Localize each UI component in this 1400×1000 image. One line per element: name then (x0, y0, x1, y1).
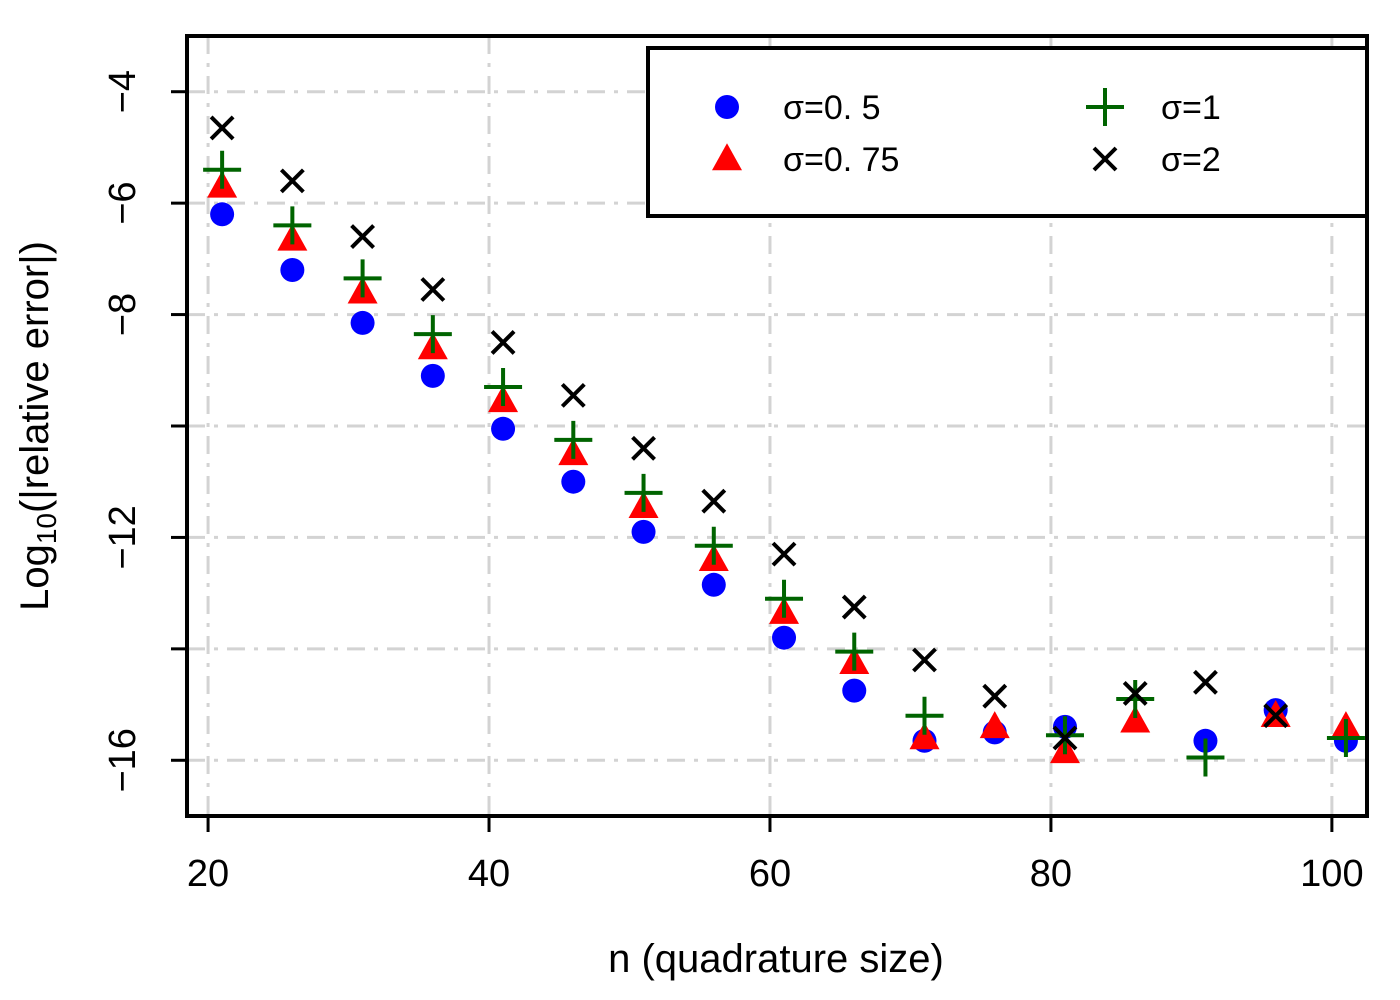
point-series-4-71 (912, 647, 937, 673)
y-tick-label--12: −12 (102, 505, 144, 569)
series-3 (203, 150, 1365, 777)
legend-box (646, 46, 1369, 218)
x-axis-title: n (quadrature size) (608, 937, 944, 981)
x-tick-label-20: 20 (187, 853, 229, 895)
x-tick-label-100: 100 (1300, 853, 1363, 895)
legend-label-2: σ=0. 75 (783, 141, 899, 179)
point-series-1-21 (210, 202, 235, 227)
x-tick-label-80: 80 (1030, 853, 1072, 895)
data-points (203, 115, 1365, 777)
point-series-2-86 (1120, 705, 1151, 733)
series-1 (210, 202, 1358, 753)
point-series-1-56 (701, 572, 726, 597)
point-series-1-61 (772, 625, 797, 650)
point-series-4-91 (1193, 669, 1218, 695)
y-tick-label--4: −4 (102, 70, 144, 113)
point-series-4-81 (1052, 725, 1078, 751)
legend-item-2: σ=0. 75 (712, 141, 899, 179)
legend-item-1: σ=0. 5 (715, 89, 881, 127)
point-series-3-46 (554, 420, 593, 459)
point-series-4-21 (209, 115, 235, 141)
point-series-3-51 (624, 473, 663, 512)
point-series-2-71 (909, 722, 940, 750)
point-series-4-86 (1122, 681, 1148, 706)
point-series-4-41 (490, 330, 516, 355)
point-series-1-36 (420, 363, 445, 388)
legend-marker-1 (715, 95, 739, 119)
series-2 (207, 170, 1361, 764)
point-series-3-91 (1186, 738, 1225, 777)
point-series-3-21 (203, 150, 242, 189)
point-series-2-76 (979, 711, 1010, 739)
legend-marker-3 (1086, 88, 1124, 126)
series-4 (209, 115, 1289, 751)
point-series-3-71 (905, 696, 944, 735)
point-series-1-41 (491, 416, 516, 441)
y-axis-title: Log10(|relative error|) (13, 241, 62, 611)
point-series-3-56 (694, 526, 733, 565)
point-series-3-31 (343, 259, 382, 298)
point-series-4-51 (631, 435, 656, 461)
legend-item-3: σ=1 (1086, 88, 1221, 127)
point-series-3-41 (484, 368, 523, 406)
legend-items: σ=0. 5 σ=0. 75 σ=1 σ=2 (712, 88, 1221, 179)
y-tick-label--16: −16 (102, 728, 144, 792)
point-series-3-26 (273, 206, 312, 245)
point-series-3-36 (413, 315, 452, 354)
y-tick-label--6: −6 (102, 181, 144, 224)
point-series-4-46 (560, 382, 586, 408)
point-series-4-96 (1263, 703, 1289, 729)
legend: σ=0. 5 σ=0. 75 σ=1 σ=2 (646, 46, 1369, 218)
axis-ticks: 20 40 60 80 100 −4 −6 −8 −12 −16 (102, 70, 1364, 895)
legend-label-4: σ=2 (1161, 141, 1221, 179)
point-series-4-61 (771, 541, 797, 567)
y-axis-title-suffix: (|relative error|) (13, 241, 57, 513)
point-series-1-31 (350, 310, 375, 335)
y-tick-label--8: −8 (102, 293, 144, 336)
point-series-1-26 (280, 258, 305, 282)
y-axis-title-prefix: Log (13, 544, 57, 611)
point-series-4-66 (841, 594, 867, 620)
legend-item-4: σ=2 (1092, 141, 1221, 179)
legend-label-3: σ=1 (1161, 89, 1221, 127)
legend-marker-4 (1092, 146, 1118, 172)
point-series-1-66 (842, 678, 867, 703)
y-axis-title-subscript: 10 (31, 513, 62, 544)
point-series-3-66 (835, 632, 874, 671)
point-series-3-101 (1326, 719, 1365, 757)
point-series-3-61 (765, 579, 804, 618)
x-tick-label-60: 60 (749, 853, 791, 895)
point-series-4-56 (701, 488, 727, 514)
point-series-4-26 (279, 168, 305, 194)
x-tick-label-40: 40 (468, 853, 510, 895)
point-series-4-31 (350, 224, 376, 249)
point-series-4-36 (420, 277, 446, 302)
point-series-4-76 (982, 683, 1008, 709)
legend-label-1: σ=0. 5 (783, 89, 881, 127)
point-series-3-86 (1116, 680, 1155, 718)
point-series-1-51 (631, 519, 656, 544)
point-series-1-46 (561, 469, 586, 494)
legend-marker-2 (712, 143, 742, 171)
